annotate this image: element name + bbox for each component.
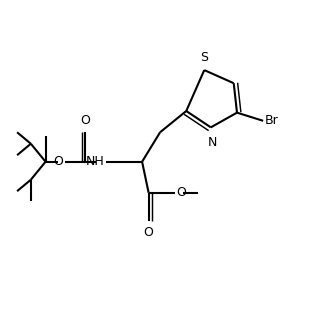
Text: Br: Br — [265, 114, 279, 127]
Text: NH: NH — [86, 155, 105, 168]
Text: S: S — [200, 50, 208, 64]
Text: O: O — [177, 186, 186, 199]
Text: O: O — [144, 225, 153, 239]
Text: O: O — [54, 155, 64, 168]
Text: N: N — [208, 136, 217, 148]
Text: O: O — [80, 115, 90, 127]
